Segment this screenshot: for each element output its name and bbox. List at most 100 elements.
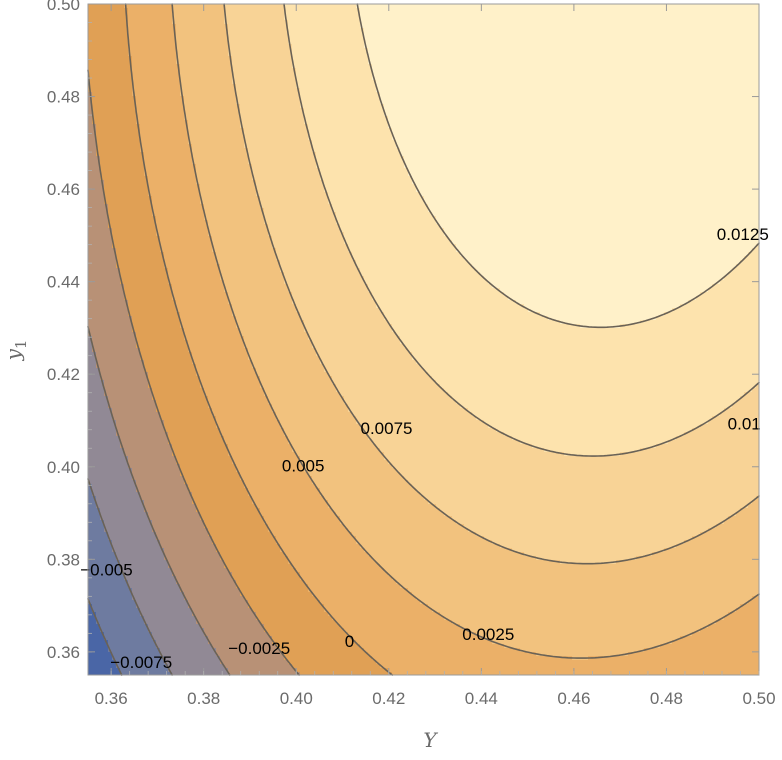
contour-band-cell <box>136 264 141 269</box>
contour-band-cell <box>152 504 157 509</box>
contour-band-cell <box>168 88 173 93</box>
contour-band-cell <box>164 588 169 593</box>
contour-band-cell <box>148 428 153 433</box>
contour-band-cell <box>104 268 109 273</box>
contour-band-cell <box>180 432 185 437</box>
contour-band-cell <box>152 556 157 561</box>
contour-band-cell <box>192 200 197 205</box>
contour-band-cell <box>88 348 93 353</box>
contour-band-cell <box>200 608 205 613</box>
contour-band-cell <box>96 476 101 481</box>
contour-band-cell <box>88 516 93 521</box>
contour-band-cell <box>148 372 153 377</box>
contour-band-cell <box>156 160 161 165</box>
contour-band-cell <box>180 368 185 373</box>
contour-band-cell <box>176 136 181 141</box>
contour-band-cell <box>192 316 197 321</box>
contour-band-cell <box>196 108 201 113</box>
contour-band-cell <box>100 456 105 461</box>
contour-band-cell <box>116 8 121 13</box>
contour-band-cell <box>108 608 113 613</box>
contour-band-cell <box>176 256 181 261</box>
contour-band-cell <box>196 232 201 237</box>
contour-band-cell <box>116 372 121 377</box>
contour-band-cell <box>120 104 125 109</box>
contour-band-cell <box>88 128 93 133</box>
contour-band-cell <box>112 500 117 505</box>
contour-band-cell <box>196 480 201 485</box>
contour-band-cell <box>176 448 181 453</box>
contour-band-cell <box>196 520 201 525</box>
contour-band-cell <box>160 332 165 337</box>
contour-band-cell <box>164 508 169 513</box>
contour-band-cell <box>116 24 121 29</box>
contour-band-cell <box>184 540 189 545</box>
contour-band-cell <box>92 420 97 425</box>
contour-band-cell <box>100 220 105 225</box>
contour-band-cell <box>168 308 173 313</box>
contour-band-cell <box>160 572 165 577</box>
contour-band-cell <box>128 200 133 205</box>
contour-band-cell <box>200 68 205 73</box>
contour-band-cell <box>196 148 201 153</box>
contour-band-cell <box>192 60 197 65</box>
contour-band-cell <box>200 268 205 273</box>
contour-band-cell <box>92 92 97 97</box>
contour-band-cell <box>144 124 149 129</box>
contour-band-cell <box>204 488 209 493</box>
contour-band-cell <box>88 16 93 21</box>
contour-band-cell <box>156 360 161 365</box>
contour-band-cell <box>140 216 145 221</box>
contour-band-cell <box>192 300 197 305</box>
contour-band-cell <box>164 100 169 105</box>
contour-band-cell <box>132 516 137 521</box>
contour-band-cell <box>148 432 153 437</box>
contour-band-cell <box>192 532 197 537</box>
contour-band-cell <box>196 348 201 353</box>
contour-band-cell <box>104 40 109 45</box>
contour-band-cell <box>156 380 161 385</box>
contour-band-cell <box>128 232 133 237</box>
contour-band-cell <box>168 496 173 501</box>
contour-band-cell <box>184 436 189 441</box>
contour-band-cell <box>152 272 157 277</box>
contour-band-cell <box>128 536 133 541</box>
contour-band-cell <box>112 220 117 225</box>
contour-band-cell <box>196 164 201 169</box>
contour-band-cell <box>124 376 129 381</box>
contour-band-cell <box>160 180 165 185</box>
contour-band-cell <box>184 656 189 661</box>
contour-band-cell <box>172 344 177 349</box>
contour-band-cell <box>136 456 141 461</box>
contour-band-cell <box>184 292 189 297</box>
contour-band-cell <box>124 48 129 53</box>
contour-band-cell <box>88 264 93 269</box>
contour-band-cell <box>176 396 181 401</box>
contour-band-cell <box>200 664 205 669</box>
contour-band-cell <box>140 564 145 569</box>
contour-band-cell <box>192 140 197 145</box>
contour-band-cell <box>164 520 169 525</box>
contour-band-cell <box>180 668 185 673</box>
contour-band-cell <box>156 352 161 357</box>
contour-band-cell <box>104 160 109 165</box>
contour-band-cell <box>136 572 141 577</box>
contour-band-cell <box>180 448 185 453</box>
contour-band-cell <box>156 220 161 225</box>
contour-band-cell <box>152 500 157 505</box>
contour-band-cell <box>172 68 177 73</box>
contour-band-cell <box>92 424 97 429</box>
contour-band-cell <box>140 12 145 17</box>
contour-band-cell <box>108 52 113 57</box>
contour-band-cell <box>100 148 105 153</box>
contour-band-cell <box>144 536 149 541</box>
contour-band-cell <box>160 64 165 69</box>
contour-band-cell <box>104 344 109 349</box>
contour-band-cell <box>188 448 193 453</box>
contour-band-cell <box>140 332 145 337</box>
contour-band-cell <box>192 264 197 269</box>
contour-band-cell <box>176 380 181 385</box>
contour-band-cell <box>152 320 157 325</box>
contour-band-cell <box>172 160 177 165</box>
contour-band-cell <box>200 436 205 441</box>
